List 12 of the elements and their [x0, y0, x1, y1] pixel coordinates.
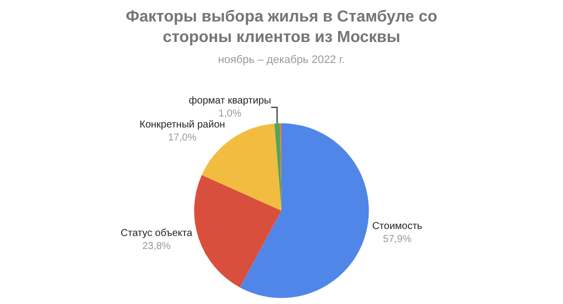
chart-subtitle: ноябрь – декабрь 2022 г.: [218, 54, 345, 66]
data-label: 17,0%: [168, 132, 197, 144]
slice-label: формат квартиры: [188, 95, 272, 106]
slice-label: Стоимость: [372, 220, 422, 232]
data-label: 57,9%: [383, 234, 412, 245]
slice-label: Конкретный район: [140, 119, 226, 130]
pie-slice: [240, 123, 369, 298]
data-label: 1,0%: [218, 108, 242, 120]
pie-slice: [194, 174, 282, 288]
chart-title: Факторы выбора жилья в Стамбуле со стороны клиентов из Москвы: [126, 8, 438, 46]
data-label: 23,8%: [142, 240, 171, 252]
slice-label: Статус объекта: [120, 228, 193, 239]
